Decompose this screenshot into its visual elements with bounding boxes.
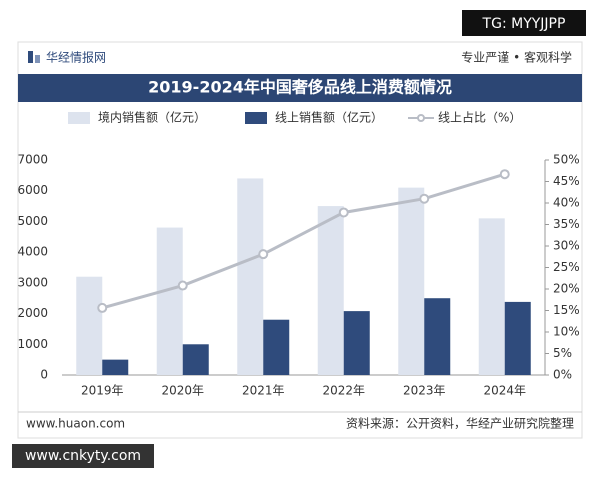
y2-tick-label: 35% xyxy=(553,217,580,231)
marker xyxy=(419,193,430,204)
title-bar xyxy=(18,74,582,102)
y-tick-label: 4000 xyxy=(17,245,48,259)
legend-swatch xyxy=(68,112,90,124)
watermark-box xyxy=(12,444,154,468)
legend-label: 境内销售额（亿元） xyxy=(98,110,206,125)
y2-tick-label: 25% xyxy=(553,260,580,274)
bar xyxy=(343,311,370,375)
y-tick-label: 6000 xyxy=(17,183,48,197)
bar xyxy=(478,218,505,375)
marker xyxy=(97,302,108,313)
bar xyxy=(237,178,264,375)
y-tick-label: 0 xyxy=(40,368,48,382)
x-tick-label: 2021年 xyxy=(242,384,285,398)
marker xyxy=(499,169,510,180)
x-tick-label: 2020年 xyxy=(161,384,204,398)
y2-tick-label: 50% xyxy=(553,153,580,167)
watermark: www.cnkyty.com xyxy=(25,448,141,464)
bar xyxy=(156,227,183,375)
site: www.huaon.com xyxy=(26,417,125,431)
legend-label: 线上占比（%） xyxy=(438,110,521,125)
y-tick-label: 7000 xyxy=(17,153,48,167)
y2-tick-label: 0% xyxy=(553,368,572,382)
bar xyxy=(317,206,344,375)
tag: TG: MYYJJPP xyxy=(482,16,566,32)
y-tick-label: 1000 xyxy=(17,337,48,351)
bar xyxy=(76,276,103,375)
logo: 华经情报网 xyxy=(46,50,106,65)
bar xyxy=(263,319,290,375)
bar xyxy=(182,344,209,375)
y2-tick-label: 45% xyxy=(553,174,580,188)
marker xyxy=(258,249,269,260)
marker xyxy=(177,280,188,291)
bar xyxy=(102,359,129,375)
marker xyxy=(338,207,349,218)
logo-icon xyxy=(28,51,33,63)
source: 资料来源：公开资料，华经产业研究院整理 xyxy=(346,416,574,431)
bar xyxy=(424,298,451,375)
slogan: 专业严谨 • 客观科学 xyxy=(461,50,572,65)
logo-icon xyxy=(35,55,40,63)
legend-swatch xyxy=(417,114,425,122)
x-tick-label: 2019年 xyxy=(81,384,124,398)
bar xyxy=(398,187,425,375)
y2-tick-label: 5% xyxy=(553,346,572,360)
line xyxy=(101,172,506,310)
legend-swatch xyxy=(245,112,267,124)
x-tick-label: 2024年 xyxy=(483,384,526,398)
tag-box xyxy=(462,10,586,36)
x-tick-label: 2023年 xyxy=(403,384,446,398)
y-tick-label: 5000 xyxy=(17,214,48,228)
bar xyxy=(504,301,531,375)
chart-title: 2019-2024年中国奢侈品线上消费额情况 xyxy=(148,78,452,97)
y-tick-label: 2000 xyxy=(17,306,48,320)
y2-tick-label: 15% xyxy=(553,303,580,317)
y2-tick-label: 20% xyxy=(553,282,580,296)
y-tick-label: 3000 xyxy=(17,275,48,289)
legend-label: 线上销售额（亿元） xyxy=(275,110,383,125)
y2-tick-label: 30% xyxy=(553,239,580,253)
x-tick-label: 2022年 xyxy=(322,384,365,398)
y2-tick-label: 10% xyxy=(553,325,580,339)
y2-tick-label: 40% xyxy=(553,196,580,210)
